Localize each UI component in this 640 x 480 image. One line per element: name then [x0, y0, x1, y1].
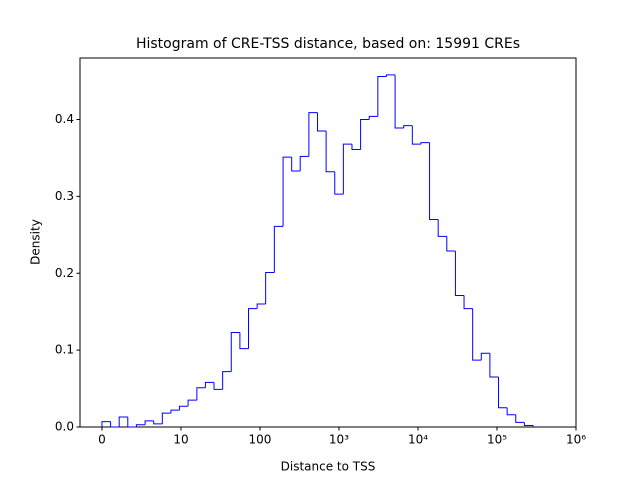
histogram-step: [498, 377, 508, 409]
histogram-step: [135, 424, 146, 427]
histogram-step: [317, 112, 327, 132]
histogram-step: [239, 332, 249, 350]
histogram-step: [394, 74, 404, 129]
histogram-step: [144, 420, 154, 425]
histogram-step: [403, 125, 413, 128]
histogram-step: [463, 295, 473, 310]
histogram-step: [161, 412, 171, 424]
x-tick-label: 10⁶: [566, 433, 586, 447]
y-tick-label: 0.2: [55, 266, 74, 280]
histogram-step: [256, 303, 266, 309]
histogram-step: [213, 382, 223, 390]
histogram-step: [230, 331, 240, 372]
x-tick-label: 0: [98, 433, 106, 447]
histogram-step: [127, 417, 137, 428]
histogram-step: [110, 421, 120, 428]
histogram-step: [273, 225, 284, 273]
histogram-step: [101, 421, 111, 427]
histogram-step: [325, 131, 335, 173]
histogram-step: [420, 142, 430, 145]
x-axis-label: Distance to TSS: [281, 460, 376, 474]
histogram-step: [282, 156, 292, 227]
histogram-step: [291, 157, 301, 172]
x-tick-label: 10⁵: [487, 433, 507, 447]
histogram-step: [299, 155, 309, 172]
histogram-step: [170, 409, 180, 414]
histogram-step: [342, 143, 352, 195]
x-tick-label: 100: [249, 433, 272, 447]
chart-title: Histogram of CRE-TSS distance, based on:…: [136, 36, 520, 52]
x-tick-label: 10⁴: [408, 433, 428, 447]
histogram-step: [480, 352, 490, 361]
histogram-step: [523, 422, 534, 427]
x-tick-label: 10³: [329, 433, 349, 447]
histogram-step: [187, 399, 197, 407]
histogram-step: [153, 420, 163, 425]
histogram-step: [351, 144, 361, 150]
x-tick-label: 10: [173, 433, 188, 447]
y-tick-label: 0.3: [55, 189, 74, 203]
y-tick-label: 0.4: [55, 112, 74, 126]
y-axis-label: Density: [29, 219, 43, 265]
histogram-step: [179, 405, 189, 411]
histogram-step: [506, 407, 516, 416]
histogram-step: [118, 416, 128, 427]
histogram-step: [222, 371, 232, 390]
histogram-step: [248, 308, 258, 349]
y-tick-label: 0.0: [55, 420, 74, 434]
histogram-step: [196, 387, 206, 401]
histogram-step: [489, 353, 499, 378]
histogram-step: [385, 74, 396, 77]
histogram-step: [446, 236, 456, 252]
histogram-step: [308, 112, 318, 157]
histogram-step: [515, 414, 525, 423]
histogram-step: [265, 271, 275, 304]
axes-frame: [79, 57, 577, 428]
histogram-step: [368, 115, 378, 120]
histogram-step: [437, 219, 447, 237]
histogram-step: [204, 381, 215, 388]
histogram-step: [429, 142, 439, 220]
histogram-step: [360, 119, 370, 150]
histogram-step: [454, 250, 465, 297]
histogram-step: [377, 75, 387, 117]
histogram-step: [334, 171, 344, 195]
histogram-step: [411, 125, 421, 145]
y-tick-label: 0.1: [55, 343, 74, 357]
histogram-step: [472, 308, 482, 361]
